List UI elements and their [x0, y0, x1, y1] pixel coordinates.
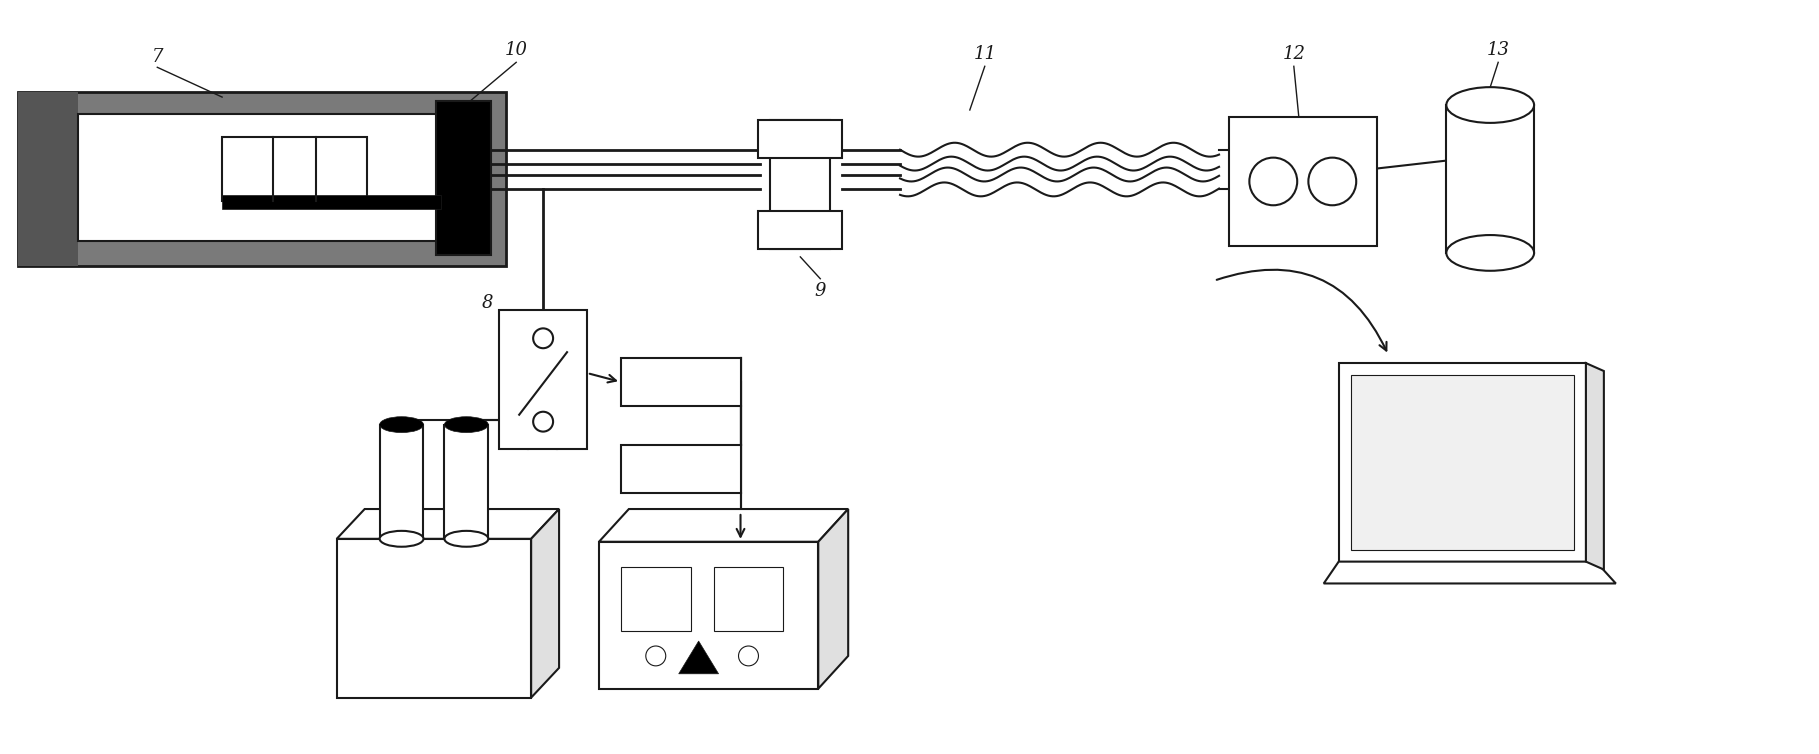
Bar — [337, 539, 531, 697]
Bar — [1230, 117, 1377, 246]
Text: 10: 10 — [504, 41, 528, 60]
Bar — [713, 566, 784, 631]
Bar — [498, 311, 588, 449]
Polygon shape — [337, 509, 558, 539]
Text: 11: 11 — [973, 45, 997, 63]
Polygon shape — [1352, 375, 1573, 550]
Ellipse shape — [444, 417, 487, 433]
Ellipse shape — [380, 531, 424, 547]
Bar — [1446, 105, 1533, 253]
Polygon shape — [1586, 363, 1604, 569]
Bar — [18, 92, 506, 266]
Text: 12: 12 — [1282, 45, 1306, 63]
Polygon shape — [1339, 363, 1586, 562]
Bar — [620, 358, 740, 406]
Bar — [620, 446, 740, 493]
Bar — [444, 425, 487, 539]
Ellipse shape — [380, 417, 424, 433]
Polygon shape — [598, 509, 848, 542]
Bar — [78, 114, 471, 241]
Text: 13: 13 — [1486, 41, 1510, 60]
Ellipse shape — [444, 531, 487, 547]
Polygon shape — [678, 641, 719, 674]
Polygon shape — [819, 509, 848, 688]
Ellipse shape — [1446, 235, 1533, 271]
Bar — [759, 120, 842, 158]
Bar — [222, 136, 367, 201]
Bar — [620, 566, 691, 631]
Bar — [598, 542, 819, 688]
Bar — [380, 425, 424, 539]
Bar — [222, 195, 442, 210]
Bar — [18, 92, 78, 266]
Bar — [437, 101, 491, 255]
Bar — [759, 211, 842, 249]
Text: 7: 7 — [151, 48, 164, 66]
Polygon shape — [1324, 562, 1615, 584]
Text: 9: 9 — [815, 282, 826, 299]
Ellipse shape — [1446, 87, 1533, 123]
Text: 8: 8 — [482, 293, 493, 311]
Bar — [771, 120, 829, 249]
Polygon shape — [531, 509, 558, 697]
